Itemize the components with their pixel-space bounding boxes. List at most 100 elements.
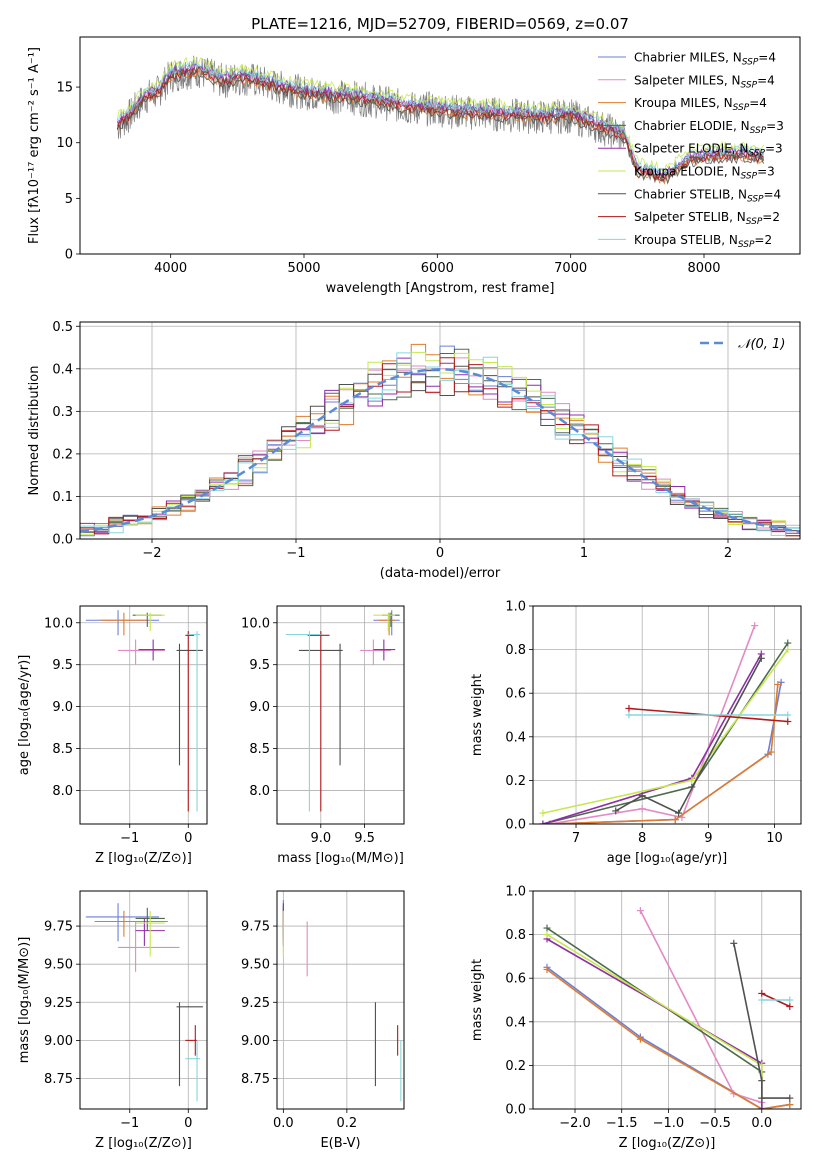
legend-item-6: Kroupa ELODIE, NSSP=3	[598, 165, 775, 182]
x-tick-label: −1	[286, 546, 305, 561]
series-line-2	[549, 625, 756, 824]
errorbar-point-9	[185, 1040, 200, 1102]
x-tick-label: 10	[766, 831, 783, 846]
series-marker	[751, 622, 759, 630]
series-marker	[688, 776, 696, 784]
y-tick-label: 0.6	[505, 972, 526, 987]
series-marker	[757, 654, 765, 662]
x-axis-label: (data-model)/error	[380, 566, 501, 581]
y-tick-label: 8.75	[241, 1072, 270, 1087]
series-marker	[543, 965, 551, 973]
y-tick-label: 9.0	[249, 700, 270, 715]
legend-label: Salpeter STELIB, NSSP=2	[634, 210, 780, 227]
panel-residuals: 𝒩(0, 1) −2 −1 0 1 2 0.0 0.1 0.2 0.3 0.4 0.5 (data-mo…	[27, 320, 801, 581]
legend-label: Salpeter MILES, NSSP=4	[634, 73, 775, 90]
x-tick-label: 0.0	[273, 1116, 294, 1131]
x-tick-label: 2	[724, 546, 732, 561]
axes-frame	[79, 890, 208, 1110]
y-tick-label: 9.25	[44, 996, 73, 1011]
errorbar-point-3	[100, 612, 148, 636]
legend-item-3: Kroupa MILES, NSSP=4	[598, 96, 767, 113]
figure-title: PLATE=1216, MJD=52709, FIBERID=0569, z=0…	[251, 15, 629, 33]
plot-area-age_vs_z	[85, 610, 203, 812]
errorbar-point-2	[118, 921, 180, 972]
errorbar-point-9	[188, 631, 200, 812]
plot-area-massweight_vs_age	[539, 622, 792, 824]
spectrum-legend: Chabrier MILES, NSSP=4 Salpeter MILES, NS…	[598, 51, 784, 250]
x-tick-label: −1	[120, 831, 139, 846]
errorbar-point-2	[118, 639, 165, 665]
axes-frame	[532, 890, 802, 1110]
legend-item-1: Chabrier MILES, NSSP=4	[598, 51, 776, 68]
axes-frame	[276, 605, 405, 825]
y-tick-label: 8.75	[44, 1072, 73, 1087]
plot-area-residuals	[80, 343, 800, 537]
y-axis-label: Normed distribution	[27, 366, 42, 496]
y-tick-label: 9.0	[52, 700, 73, 715]
y-tick-label: 9.25	[241, 996, 270, 1011]
errorbar-point-2	[360, 639, 391, 665]
x-axis-label: age [log₁₀(age/yr)]	[607, 851, 728, 866]
y-tick-label: 0.0	[505, 818, 526, 833]
series-marker	[786, 996, 794, 1004]
series-line-3	[549, 684, 779, 824]
series-marker	[636, 1035, 644, 1043]
y-tick-label: 0.6	[505, 687, 526, 702]
legend-label: Chabrier MILES, NSSP=4	[634, 51, 776, 68]
x-tick-label: 7000	[554, 261, 587, 276]
y-axis-label: Flux [fλ10⁻¹⁷ erg cm⁻² s⁻¹ A⁻¹]	[27, 47, 42, 244]
y-tick-label: 0.0	[52, 533, 73, 548]
panel-spectrum: 4000 5000 6000 7000 8000 0 5 10 15 wavelength [An…	[27, 36, 801, 296]
residual-legend: 𝒩(0, 1)	[700, 337, 785, 352]
errorbar-point-3	[94, 910, 168, 937]
series-marker	[675, 809, 683, 817]
series-marker	[539, 820, 547, 824]
plot-area-massweight_vs_z	[543, 907, 794, 1109]
plot-area-mass_vs_z	[85, 903, 203, 1102]
y-tick-label: 9.00	[44, 1034, 73, 1049]
legend-label: Chabrier ELODIE, NSSP=3	[634, 119, 784, 136]
y-tick-label: 8.0	[249, 784, 270, 799]
x-tick-label: 6000	[421, 261, 454, 276]
series-marker	[730, 939, 738, 947]
series-marker	[612, 807, 620, 815]
errorbar-point-6	[373, 612, 396, 632]
y-tick-label: 9.50	[44, 958, 73, 973]
y-tick-label: 9.50	[241, 958, 270, 973]
y-tick-label: 0.2	[52, 447, 73, 462]
normal-reference-curve	[80, 368, 800, 533]
series-marker	[767, 748, 775, 756]
y-axis-label: mass weight	[470, 959, 485, 1041]
series-marker	[758, 996, 766, 1004]
spectrum-model-line	[116, 67, 764, 183]
series-marker	[625, 704, 633, 712]
axes-frame	[532, 605, 802, 825]
x-tick-label: 7	[572, 831, 580, 846]
histogram-9	[80, 352, 800, 536]
errorbar-point-6	[135, 910, 165, 957]
series-marker	[543, 924, 551, 932]
x-tick-label: 5000	[287, 261, 320, 276]
y-tick-label: 1.0	[505, 600, 526, 615]
legend-label: Chabrier STELIB, NSSP=4	[634, 187, 781, 204]
series-line-7	[733, 943, 790, 1099]
errorbar-point-8	[307, 631, 330, 812]
axes-frame	[276, 890, 405, 1110]
y-tick-label: 0.4	[505, 1015, 526, 1030]
series-marker	[784, 718, 792, 726]
y-tick-label: 8.0	[52, 784, 73, 799]
panel-mass_vs_z: −1 0 8.75 9.00 9.25 9.50 9.75 Z [log₁₀(Z/Z⊙)] ma…	[17, 890, 208, 1151]
errorbar-point-8	[185, 1025, 198, 1056]
series-marker	[774, 680, 782, 688]
y-tick-label: 0.4	[52, 362, 73, 377]
y-tick-label: 0.5	[52, 320, 73, 335]
legend-item-5: Salpeter ELODIE, NSSP=3	[598, 142, 783, 159]
series-marker	[625, 711, 633, 719]
series-marker	[784, 711, 792, 719]
errorbar-point-9	[285, 631, 321, 812]
x-tick-label: 9.0	[310, 831, 331, 846]
y-tick-label: 0.3	[52, 405, 73, 420]
legend-label: Salpeter ELODIE, NSSP=3	[634, 142, 783, 159]
